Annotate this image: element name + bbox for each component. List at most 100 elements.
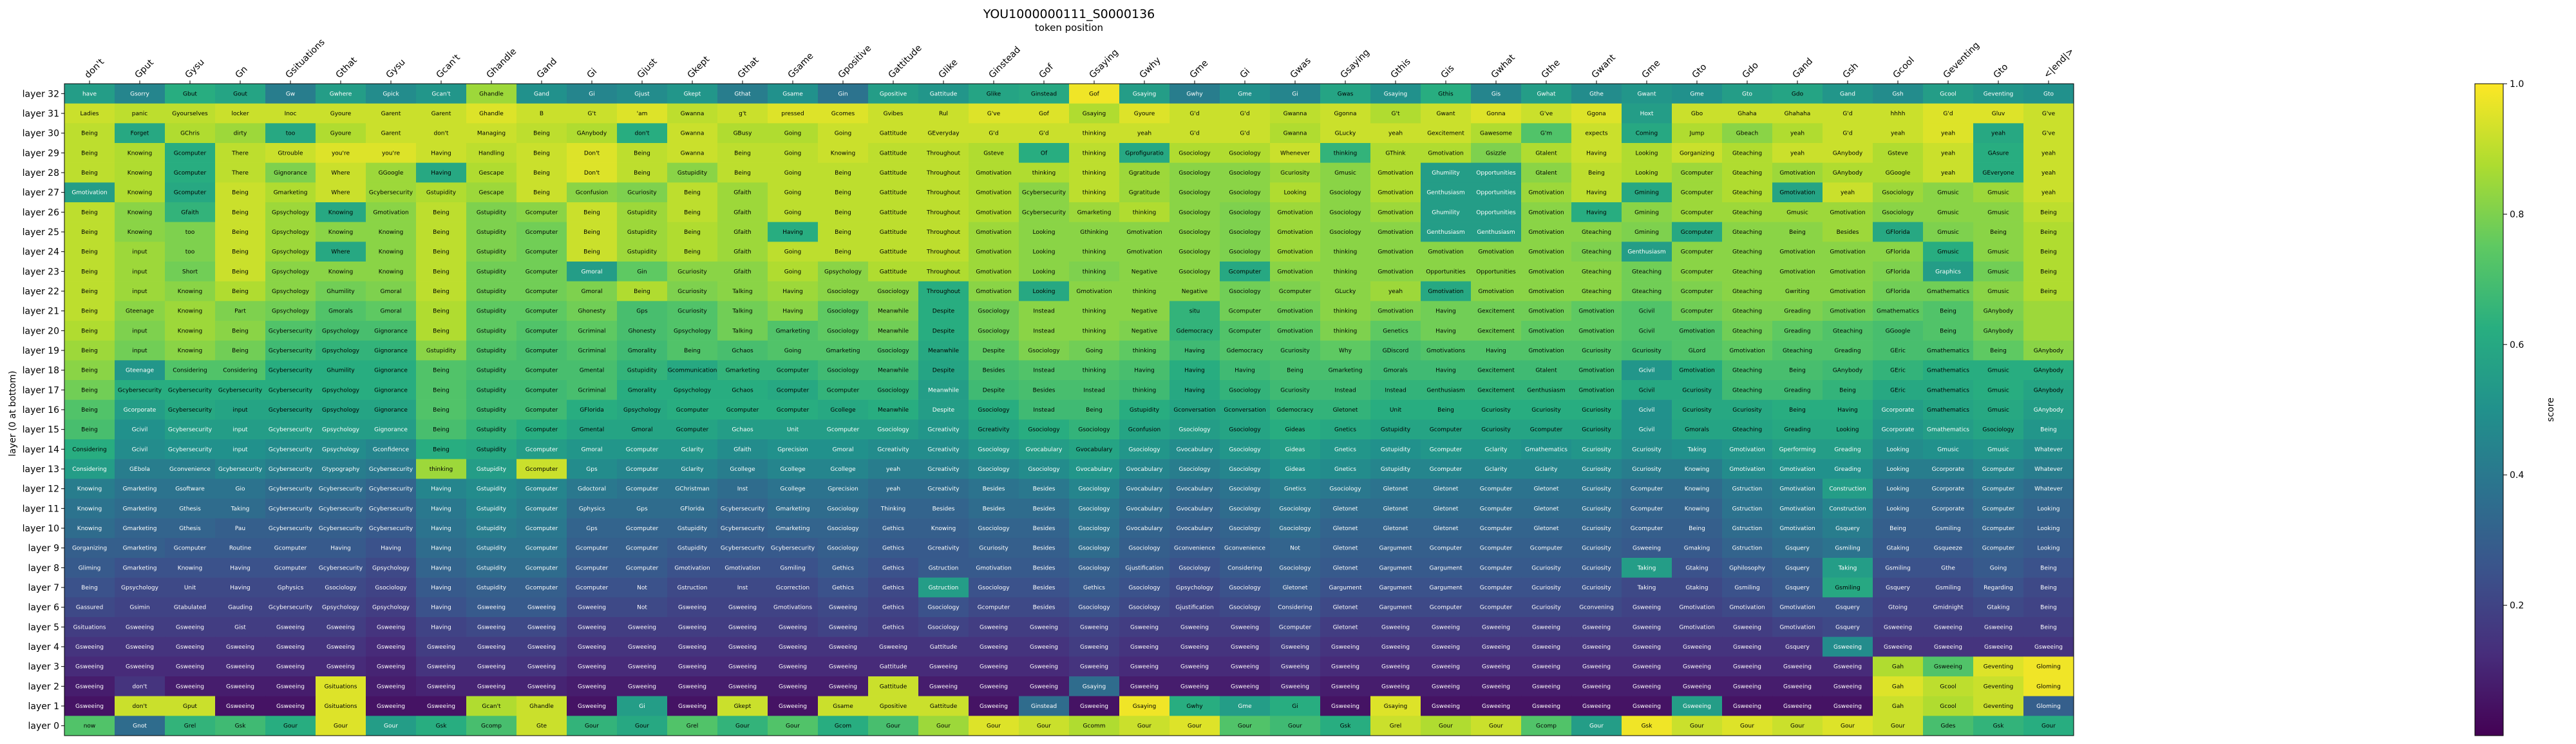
cell-label: Gwhere — [330, 91, 352, 97]
cell-label: Gsweeing — [1180, 624, 1209, 631]
cell-label: Gmining — [1634, 229, 1659, 236]
cell-label: G've — [1540, 111, 1553, 117]
heatmap-cell — [1521, 182, 1572, 203]
cell-label: Being — [835, 249, 851, 256]
cell-label: Gmotivation — [976, 190, 1011, 196]
cell-label: Despite — [983, 387, 1005, 394]
cell-label: Gmarketing — [776, 526, 810, 532]
cell-label: Gsweeing — [1633, 546, 1661, 552]
heatmap-cell — [1923, 518, 1974, 539]
cell-label: Gpsychology — [322, 407, 360, 414]
heatmap-cell — [1672, 636, 1723, 657]
cell-label: Being — [433, 309, 450, 315]
heatmap-cell — [1722, 360, 1773, 381]
heatmap-cell — [215, 103, 266, 124]
heatmap-cell — [818, 103, 869, 124]
cell-label: Gcuriosity — [1531, 407, 1561, 414]
cell-label: Gcuriosity — [1582, 585, 1611, 591]
heatmap-cell — [516, 716, 567, 736]
heatmap-cell — [1370, 123, 1421, 144]
cell-label: Gstupidity — [627, 249, 658, 256]
cell-label: Gcomputer — [1530, 546, 1563, 552]
heatmap-cell — [1069, 597, 1120, 618]
cell-label: Gletonet — [1434, 486, 1459, 493]
cell-label: Gi — [639, 703, 645, 710]
heatmap-cell — [868, 380, 919, 400]
heatmap-cell — [1772, 399, 1823, 420]
cell-label: Gwant — [1436, 111, 1455, 117]
x-tick-label: Gto — [1992, 62, 2011, 81]
y-tick-label: layer 30 — [23, 129, 59, 139]
cell-label: Gsquery — [1835, 624, 1860, 631]
cell-label: Despite — [933, 407, 955, 414]
cell-label: Gcomputer — [526, 546, 558, 552]
cell-label: Gsweeing — [377, 683, 405, 690]
cell-label: Gmathematics — [1877, 309, 1919, 315]
cell-label: Being — [1940, 328, 1956, 334]
cell-label: G'd — [1189, 131, 1199, 137]
heatmap-cell — [768, 577, 819, 598]
heatmap-cell — [1521, 617, 1572, 637]
cell-label: Gteaching — [1732, 328, 1762, 334]
heatmap-cell — [818, 419, 869, 440]
cell-label: Knowing — [379, 269, 403, 275]
cell-label: Gmotivation — [1378, 209, 1413, 216]
heatmap-cell — [1220, 617, 1271, 637]
cell-label: Gour — [886, 723, 900, 730]
cell-label: Gstruction — [929, 585, 959, 591]
heatmap-cell — [969, 262, 1019, 281]
heatmap-cell — [64, 577, 115, 598]
colorbar-tick-label: 1.0 — [2510, 79, 2524, 90]
cell-label: Taking — [1637, 565, 1656, 571]
cell-label: Gcybersecurity — [168, 446, 213, 453]
heatmap-cell — [768, 202, 819, 222]
cell-label: Gcybersecurity — [269, 348, 313, 354]
cell-label: Gcomputer — [626, 466, 659, 473]
cell-label: Gcomputer — [1681, 229, 1714, 236]
cell-label: Gsweeing — [276, 683, 305, 690]
heatmap-cell — [165, 103, 216, 124]
heatmap-cell — [1119, 242, 1170, 262]
cell-label: Where — [331, 170, 350, 176]
heatmap-cell — [969, 716, 1019, 736]
heatmap-cell — [1973, 360, 2024, 381]
cell-label: Gmotivation — [1478, 249, 1513, 256]
y-tick-label: layer 15 — [23, 425, 59, 435]
cell-label: Despite — [933, 309, 955, 315]
cell-label: Gof — [1089, 91, 1099, 97]
heatmap-cell — [1722, 716, 1773, 736]
cell-label: Gsk — [235, 723, 247, 730]
cell-label: Gmotivation — [1378, 269, 1413, 275]
cell-label: Gteaching — [1582, 229, 1611, 236]
heatmap-cell — [717, 716, 768, 736]
heatmap-cell — [617, 656, 668, 677]
heatmap-cell — [1170, 360, 1220, 381]
cell-label: GEric — [1890, 387, 1906, 394]
heatmap-cell — [1119, 321, 1170, 341]
heatmap-cell — [969, 636, 1019, 657]
cell-label: thinking — [1083, 249, 1106, 256]
cell-label: Gsweeing — [1683, 683, 1711, 690]
cell-label: input — [232, 427, 248, 434]
heatmap-cell — [1622, 162, 1672, 183]
cell-label: Geventing — [1984, 664, 2014, 671]
heatmap-cell — [1772, 676, 1823, 696]
heatmap-cell — [1069, 617, 1120, 637]
cell-label: Gvocabulary — [1177, 486, 1213, 493]
cell-label: Gsweeing — [628, 624, 656, 631]
heatmap-cell — [1622, 182, 1672, 203]
heatmap-cell — [1170, 479, 1220, 499]
cell-label: Gteaching — [1732, 229, 1762, 236]
cell-label: Gloming — [2036, 683, 2061, 690]
cell-label: you're — [332, 150, 350, 157]
heatmap-cell — [1873, 558, 1924, 578]
heatmap-cell — [1421, 617, 1472, 637]
heatmap-cell — [1672, 439, 1723, 459]
cell-label: Gprecision — [777, 446, 808, 453]
heatmap-cell — [1873, 419, 1924, 440]
cell-label: Being — [1588, 170, 1605, 176]
heatmap-cell — [1220, 281, 1271, 301]
cell-label: Gsociology — [827, 289, 859, 295]
heatmap-cell — [1119, 143, 1170, 163]
cell-label: Ghandle — [479, 111, 504, 117]
